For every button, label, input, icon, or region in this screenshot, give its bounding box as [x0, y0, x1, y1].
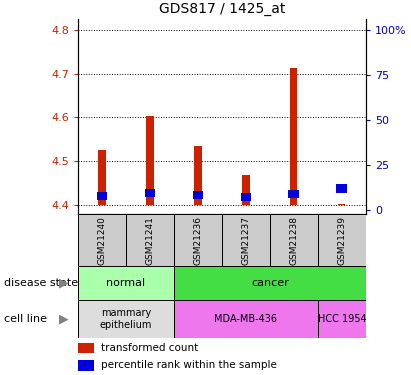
Text: percentile rank within the sample: percentile rank within the sample [101, 360, 277, 370]
Bar [240, 192, 251, 201]
Bar [99, 150, 106, 205]
Text: GSM21240: GSM21240 [97, 216, 106, 265]
Bar [337, 184, 347, 192]
Bar [97, 192, 107, 200]
Bar [145, 189, 155, 197]
Bar [289, 190, 299, 198]
Bar [78, 214, 126, 266]
Bar [78, 300, 174, 338]
Text: GSM21239: GSM21239 [337, 216, 346, 266]
Text: HCC 1954: HCC 1954 [318, 314, 366, 324]
Text: GSM21236: GSM21236 [194, 216, 203, 266]
Text: ▶: ▶ [59, 312, 69, 325]
Bar [78, 343, 94, 353]
Title: GDS817 / 1425_at: GDS817 / 1425_at [159, 2, 285, 16]
Text: MDA-MB-436: MDA-MB-436 [215, 314, 277, 324]
Bar [78, 360, 94, 370]
Bar [290, 68, 298, 205]
Text: normal: normal [106, 278, 145, 288]
Bar [78, 266, 174, 300]
Text: disease state: disease state [4, 278, 78, 288]
Text: GSM21241: GSM21241 [145, 216, 155, 265]
Bar [174, 266, 366, 300]
Text: GSM21238: GSM21238 [289, 216, 298, 266]
Text: cancer: cancer [251, 278, 289, 288]
Bar [338, 204, 345, 205]
Text: GSM21237: GSM21237 [241, 216, 250, 266]
Bar [270, 214, 318, 266]
Bar [194, 146, 201, 205]
Bar [193, 191, 203, 199]
Bar [222, 214, 270, 266]
Text: transformed count: transformed count [101, 343, 199, 353]
Bar [126, 214, 174, 266]
Text: mammary
epithelium: mammary epithelium [100, 308, 152, 330]
Bar [318, 300, 366, 338]
Text: cell line: cell line [4, 314, 47, 324]
Bar [242, 175, 249, 205]
Bar [174, 214, 222, 266]
Text: ▶: ▶ [59, 277, 69, 290]
Bar [318, 214, 366, 266]
Bar [146, 117, 154, 205]
Bar [174, 300, 318, 338]
